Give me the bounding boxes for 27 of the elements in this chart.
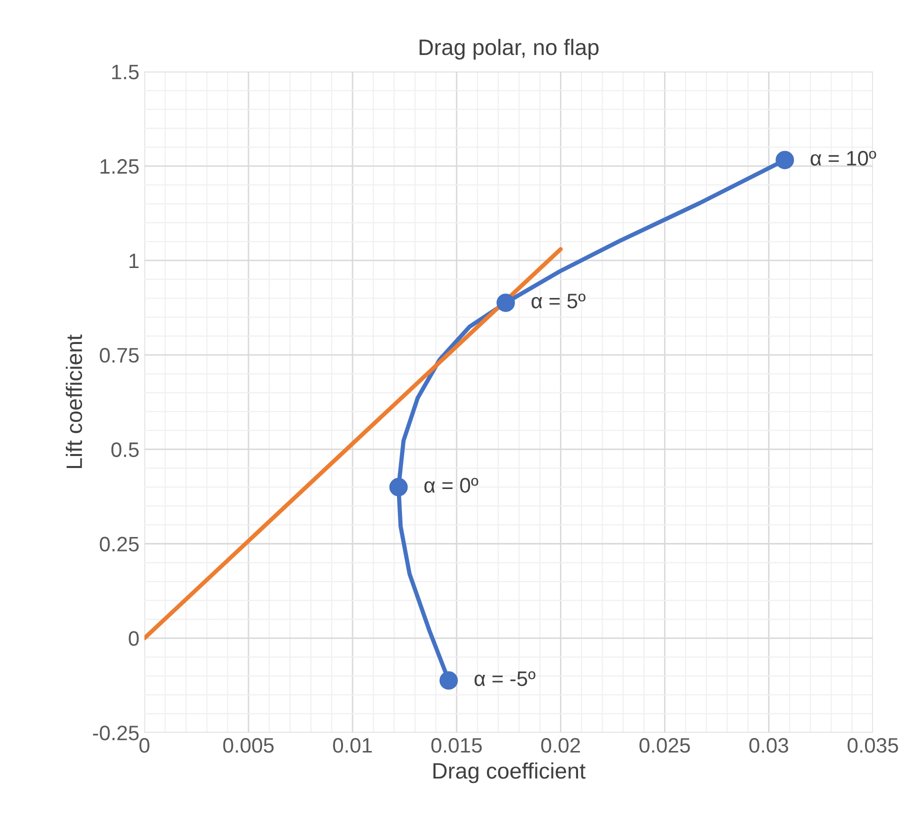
x-tick-label: 0.035 [848,738,898,753]
x-tick-label: 0.015 [431,738,482,753]
y-tick-label: 0.75 [100,348,139,363]
point [776,150,794,170]
y-tick-label: 0 [128,631,139,646]
annotation: α = 10º [810,150,876,166]
annotation: α = -5º [474,671,536,686]
y-tick-label: 0.5 [111,442,139,458]
y-axis-title: Lift coefficient [66,334,82,468]
x-tick-label: 0 [139,738,150,753]
point [389,478,408,496]
y-tick-label: 1 [130,254,139,268]
x-tick-label: 0.01 [333,738,372,753]
annotation: α = 0º [424,478,478,493]
point [496,294,515,312]
x-tick-label: 0.02 [541,738,580,753]
y-tick-label: 0.25 [100,536,139,552]
y-tick-label: 1.5 [112,64,139,80]
y-tick-label: -0.25 [92,726,139,740]
y-tick-label: 1.25 [100,159,139,174]
x-tick-label: 0.025 [639,738,690,753]
x-tick-label: 0.005 [223,738,274,753]
annotation: α = 5º [532,294,586,308]
x-axis-title: Drag coefficient [433,762,586,784]
x-tick-label: 0.03 [749,738,788,753]
point [440,671,458,690]
chart-title: Drag polar, no flap [420,38,599,60]
